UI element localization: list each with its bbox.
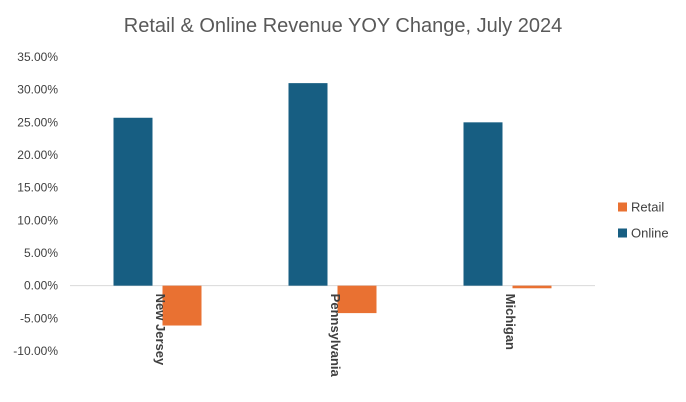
- bar-retail-pennsylvania: [337, 285, 377, 314]
- y-tick-label: -10.00%: [13, 344, 58, 358]
- legend-swatch-retail: [618, 202, 627, 212]
- category-label: New Jersey: [153, 294, 168, 366]
- y-tick-label: 25.00%: [17, 115, 58, 129]
- y-tick-label: 35.00%: [17, 50, 58, 64]
- y-tick-label: -5.00%: [20, 311, 58, 325]
- y-tick-label: 0.00%: [24, 279, 58, 293]
- y-tick-label: 20.00%: [17, 148, 58, 162]
- legend: Retail Online: [618, 200, 669, 241]
- y-tick-label: 15.00%: [17, 181, 58, 195]
- bars: [113, 83, 552, 326]
- chart-title: Retail & Online Revenue YOY Change, July…: [124, 15, 562, 37]
- legend-label-retail: Retail: [631, 200, 664, 215]
- category-label: Pennsylvania: [328, 294, 343, 378]
- category-label: Michigan: [503, 294, 518, 350]
- bar-online-pennsylvania: [288, 83, 328, 286]
- legend-swatch-online: [618, 228, 627, 238]
- bar-retail-new-jersey: [162, 285, 202, 326]
- legend-label-online: Online: [631, 226, 669, 241]
- bar-online-new-jersey: [113, 117, 153, 286]
- bar-retail-michigan: [512, 285, 552, 289]
- y-tick-label: 30.00%: [17, 83, 58, 97]
- y-axis: 35.00% 30.00% 25.00% 20.00% 15.00% 10.00% 5.00…: [13, 50, 58, 358]
- bar-online-michigan: [463, 122, 503, 286]
- y-tick-label: 10.00%: [17, 213, 58, 227]
- x-axis-categories: New Jersey Pennsylvania Michigan: [153, 294, 518, 378]
- y-tick-label: 5.00%: [24, 246, 58, 260]
